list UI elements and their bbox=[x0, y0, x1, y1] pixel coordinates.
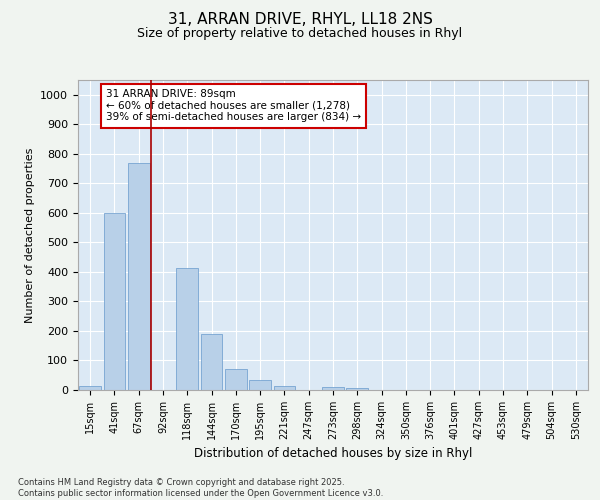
Bar bbox=[274, 386, 295, 390]
X-axis label: Distribution of detached houses by size in Rhyl: Distribution of detached houses by size … bbox=[194, 448, 472, 460]
Text: 31, ARRAN DRIVE, RHYL, LL18 2NS: 31, ARRAN DRIVE, RHYL, LL18 2NS bbox=[167, 12, 433, 28]
Bar bbox=[249, 380, 271, 390]
Bar bbox=[200, 334, 223, 390]
Bar bbox=[322, 387, 344, 390]
Bar bbox=[79, 386, 101, 390]
Bar bbox=[104, 213, 125, 390]
Bar bbox=[346, 388, 368, 390]
Bar bbox=[225, 370, 247, 390]
Y-axis label: Number of detached properties: Number of detached properties bbox=[25, 148, 35, 322]
Text: Size of property relative to detached houses in Rhyl: Size of property relative to detached ho… bbox=[137, 28, 463, 40]
Text: Contains HM Land Registry data © Crown copyright and database right 2025.
Contai: Contains HM Land Registry data © Crown c… bbox=[18, 478, 383, 498]
Bar bbox=[176, 268, 198, 390]
Bar bbox=[128, 162, 149, 390]
Text: 31 ARRAN DRIVE: 89sqm
← 60% of detached houses are smaller (1,278)
39% of semi-d: 31 ARRAN DRIVE: 89sqm ← 60% of detached … bbox=[106, 90, 361, 122]
